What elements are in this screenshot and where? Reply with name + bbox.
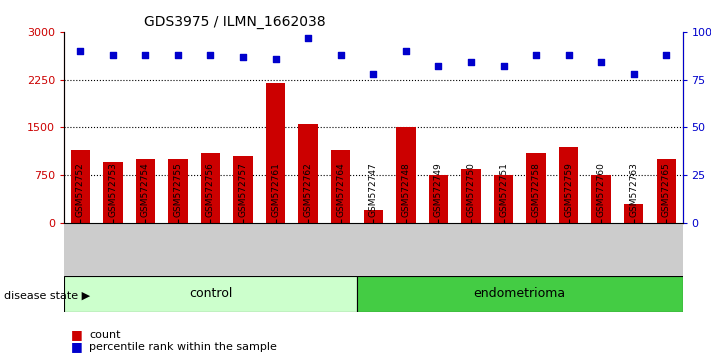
Bar (103, 162, 122, 223)
Point (563, 52, 574, 58)
Bar (64, 276, 357, 312)
Point (205, 52, 216, 58)
Point (661, 52, 672, 58)
Point (107, 52, 119, 58)
Point (433, 63, 444, 69)
Bar (396, 127, 416, 223)
Point (628, 71, 639, 77)
Bar (266, 83, 285, 223)
Bar (493, 175, 513, 223)
Bar (656, 159, 676, 223)
Point (596, 59, 607, 65)
Text: GDS3975 / ILMN_1662038: GDS3975 / ILMN_1662038 (144, 16, 326, 29)
Point (270, 56, 282, 62)
Bar (169, 159, 188, 223)
Text: disease state ▶: disease state ▶ (4, 291, 90, 301)
Text: control: control (189, 287, 232, 300)
Bar (592, 175, 611, 223)
Bar (233, 156, 253, 223)
Text: ■: ■ (71, 341, 83, 353)
Point (530, 52, 542, 58)
Bar (331, 150, 351, 223)
Bar (526, 153, 546, 223)
Bar (559, 147, 578, 223)
Point (498, 63, 509, 69)
Text: endometrioma: endometrioma (474, 287, 566, 300)
Bar (70, 150, 90, 223)
Point (237, 54, 249, 59)
Bar (201, 153, 220, 223)
Text: percentile rank within the sample: percentile rank within the sample (89, 342, 277, 352)
Bar (363, 210, 383, 223)
Point (302, 35, 314, 40)
Bar (461, 169, 481, 223)
Bar (357, 276, 683, 312)
Point (465, 59, 476, 65)
Bar (136, 159, 155, 223)
Point (75, 48, 86, 54)
Point (172, 52, 183, 58)
Point (139, 52, 151, 58)
Bar (299, 124, 318, 223)
Text: ■: ■ (71, 328, 83, 341)
Text: count: count (89, 330, 120, 339)
Point (400, 48, 412, 54)
Point (335, 52, 346, 58)
Point (368, 71, 379, 77)
Bar (429, 175, 448, 223)
Bar (624, 204, 643, 223)
